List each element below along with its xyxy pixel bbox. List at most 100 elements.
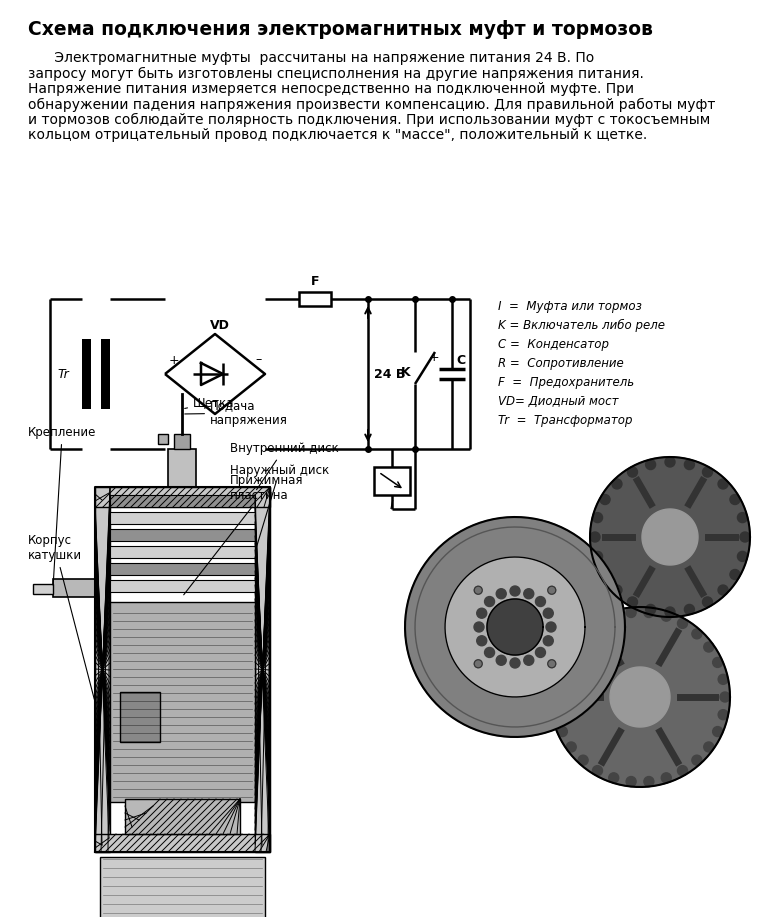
Circle shape [546, 622, 556, 632]
Circle shape [661, 773, 671, 783]
Circle shape [552, 674, 562, 684]
Circle shape [535, 647, 545, 657]
Circle shape [593, 513, 602, 523]
Circle shape [704, 742, 714, 752]
Circle shape [543, 608, 553, 618]
Circle shape [713, 726, 723, 736]
Bar [110, 512, 255, 524]
Text: VD= Диодный мост: VD= Диодный мост [498, 395, 618, 408]
Circle shape [718, 585, 728, 595]
Circle shape [692, 756, 702, 765]
Circle shape [612, 479, 622, 489]
Text: +: + [429, 351, 439, 364]
Circle shape [608, 773, 618, 783]
Polygon shape [610, 667, 670, 727]
Circle shape [557, 657, 567, 668]
Bar [374, 467, 409, 495]
Circle shape [600, 569, 610, 580]
Text: Внутренний диск: Внутренний диск [230, 442, 339, 490]
Bar [100, 857, 265, 917]
Circle shape [718, 479, 728, 489]
Bar [120, 692, 160, 742]
Circle shape [497, 589, 507, 599]
Bar [110, 546, 255, 558]
Text: Tr: Tr [57, 368, 69, 381]
Text: запросу могут быть изготовлены специсполнения на другие напряжения питания.: запросу могут быть изготовлены специспол… [28, 67, 644, 81]
Text: K = Включатель либо реле: K = Включатель либо реле [498, 319, 665, 332]
Text: Щетка: Щетка [185, 396, 235, 409]
Circle shape [608, 611, 618, 621]
Circle shape [590, 532, 600, 542]
Bar [53, 579, 95, 597]
Circle shape [730, 569, 740, 580]
Circle shape [600, 494, 610, 504]
Circle shape [646, 604, 656, 614]
Circle shape [665, 607, 675, 617]
Text: VD: VD [210, 319, 230, 332]
Circle shape [685, 604, 695, 614]
Circle shape [485, 647, 494, 657]
Text: F: F [311, 275, 319, 288]
Polygon shape [405, 517, 625, 737]
Circle shape [713, 657, 723, 668]
Circle shape [566, 642, 577, 652]
Text: Наружный диск: Наружный диск [230, 464, 329, 549]
Circle shape [626, 607, 636, 617]
Circle shape [740, 532, 750, 542]
Polygon shape [550, 607, 730, 787]
Text: и тормозов соблюдайте полярность подключения. При использовании муфт с токосъемн: и тормозов соблюдайте полярность подключ… [28, 113, 710, 127]
Circle shape [593, 766, 602, 776]
Circle shape [477, 608, 486, 618]
Circle shape [644, 777, 654, 787]
Text: обнаружении падения напряжения произвести компенсацию. Для правильной работы муф: обнаружении падения напряжения произвест… [28, 97, 716, 112]
Bar [110, 529, 255, 541]
Circle shape [737, 513, 747, 523]
Text: +: + [169, 353, 179, 367]
Circle shape [702, 597, 713, 607]
Circle shape [552, 710, 562, 720]
Bar [255, 487, 270, 852]
Circle shape [510, 658, 520, 668]
Text: кольцом отрицательный провод подключается к "массе", положительный к щетке.: кольцом отрицательный провод подключаетс… [28, 128, 647, 142]
Bar [95, 487, 110, 852]
Bar [174, 434, 190, 449]
Circle shape [661, 611, 671, 621]
Text: 24 В: 24 В [374, 368, 406, 381]
Circle shape [524, 656, 534, 665]
Circle shape [524, 589, 534, 599]
Circle shape [593, 551, 602, 561]
Bar [110, 580, 255, 592]
Bar [299, 292, 331, 306]
Circle shape [737, 551, 747, 561]
Polygon shape [642, 509, 698, 565]
Circle shape [543, 635, 553, 646]
Bar [168, 449, 196, 487]
Text: C =  Конденсатор: C = Конденсатор [498, 338, 609, 351]
Circle shape [702, 467, 713, 477]
Text: Электромагнитные муфты  рассчитаны на напряжение питания 24 В. По: Электромагнитные муфты рассчитаны на нап… [28, 51, 594, 65]
Circle shape [485, 597, 494, 606]
Bar [158, 434, 168, 444]
Circle shape [628, 597, 637, 607]
Circle shape [646, 459, 656, 470]
Bar [33, 584, 53, 594]
Circle shape [704, 642, 714, 652]
Circle shape [474, 586, 483, 594]
Circle shape [593, 618, 602, 628]
Text: Tr  =  Трансформатор: Tr = Трансформатор [498, 414, 632, 427]
Polygon shape [445, 557, 585, 697]
Circle shape [548, 659, 556, 668]
Polygon shape [590, 457, 750, 617]
Text: Прижимная
пластина: Прижимная пластина [183, 474, 304, 595]
Text: –: – [256, 353, 262, 367]
Text: Подача
напряжения: Подача напряжения [185, 399, 287, 427]
Circle shape [692, 629, 702, 639]
Circle shape [510, 586, 520, 596]
Circle shape [718, 710, 728, 720]
Circle shape [720, 692, 730, 702]
Circle shape [626, 777, 636, 787]
Text: Схема подключения электромагнитных муфт и тормозов: Схема подключения электромагнитных муфт … [28, 20, 653, 39]
Bar [101, 339, 110, 409]
Circle shape [474, 622, 484, 632]
Circle shape [685, 459, 695, 470]
